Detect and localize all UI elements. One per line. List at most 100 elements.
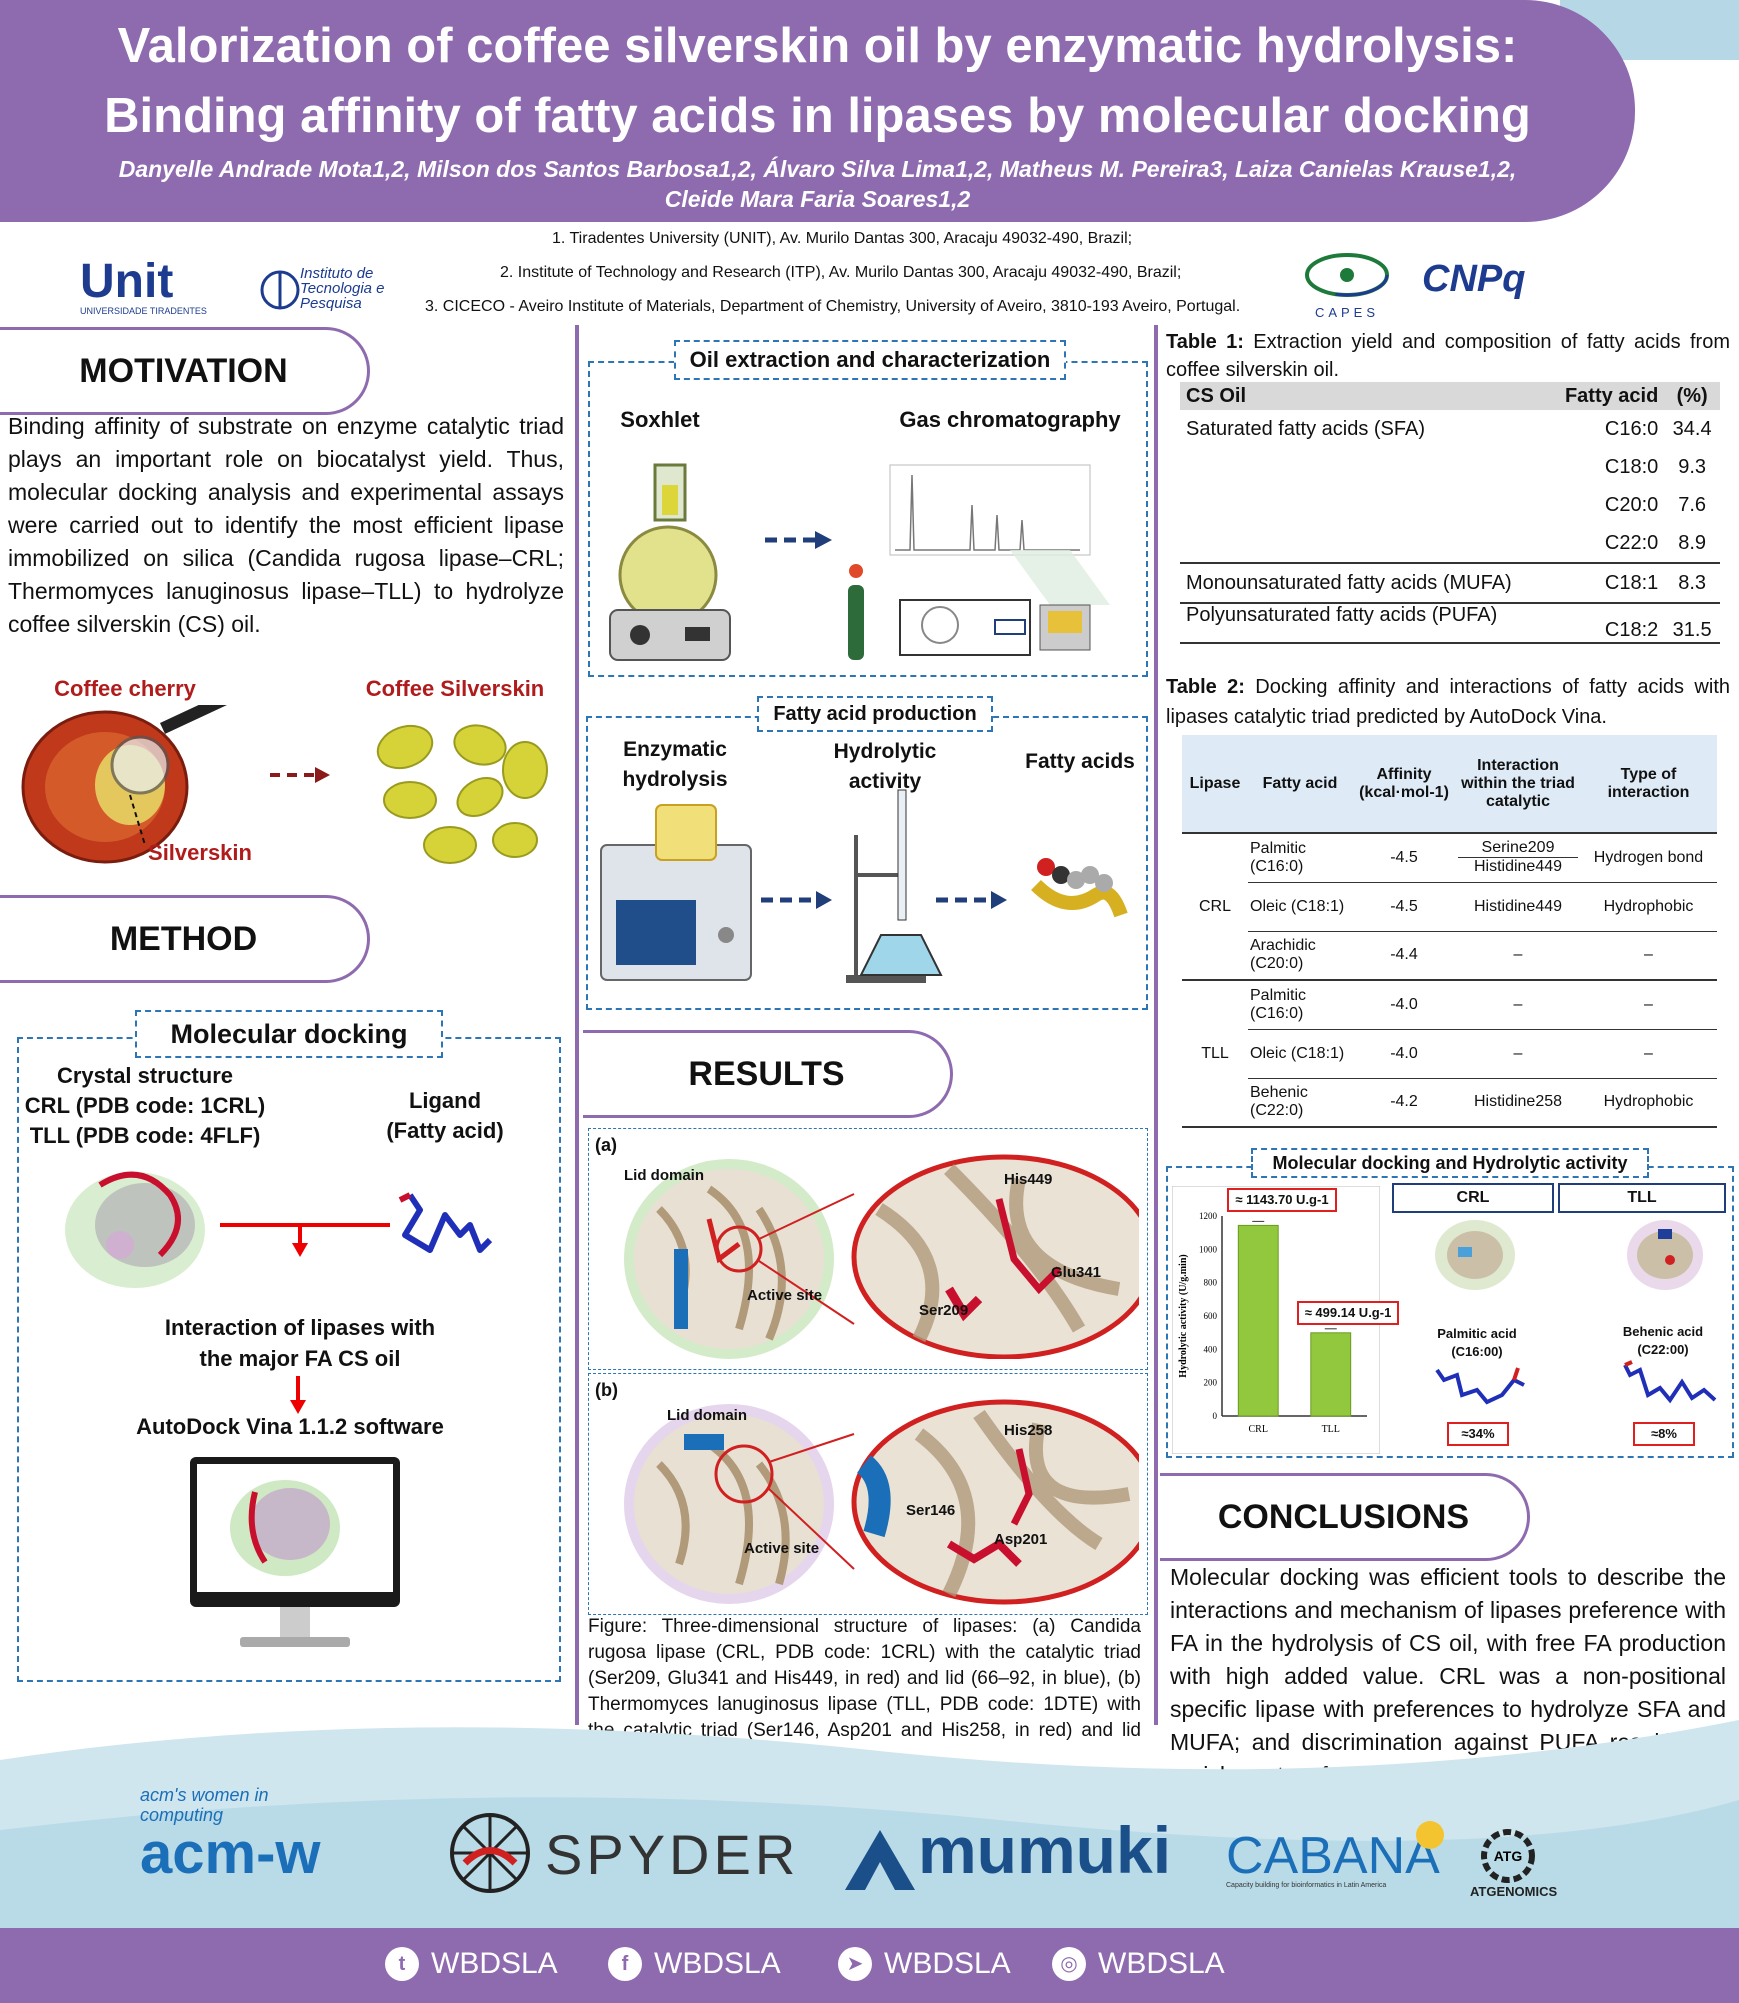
fa-production-diagram bbox=[596, 785, 1141, 995]
table2-row: Behenic (C22:0) -4.2 Histidine258 Hydrophob… bbox=[1182, 1078, 1717, 1127]
y-tick-label: 0 bbox=[1213, 1411, 1218, 1421]
oil-extraction-title: Oil extraction and characterization bbox=[674, 340, 1066, 380]
table1-header-oil: CS Oil bbox=[1180, 382, 1549, 410]
silverskin-label: Silverskin bbox=[130, 840, 270, 866]
glu341-label: Glu341 bbox=[1051, 1264, 1101, 1281]
table2-row: CRL Palmitic (C16:0) -4.5 Serine209 Histi… bbox=[1182, 833, 1717, 882]
motivation-heading: MOTIVATION bbox=[0, 327, 370, 415]
telegram-icon: ➤ bbox=[838, 1947, 872, 1981]
cabana-logo: CABANA Capacity building for bioinformat… bbox=[1226, 1830, 1440, 1889]
ser146-label: Ser146 bbox=[906, 1502, 955, 1519]
affiliation-2: 2. Institute of Technology and Research … bbox=[500, 264, 1181, 282]
table1-header-fa: Fatty acid bbox=[1549, 382, 1664, 410]
coffee-cherry-image bbox=[23, 705, 229, 862]
palmitic-acid-ligand-image bbox=[1432, 1360, 1532, 1410]
gas-chromatography-label: Gas chromatography bbox=[885, 407, 1135, 433]
table1-row: C20:0 7.6 bbox=[1180, 486, 1720, 524]
protein-structure-image bbox=[65, 1172, 205, 1288]
atg-logo-icon: ATG bbox=[1478, 1828, 1538, 1884]
molecular-docking-title: Molecular docking bbox=[135, 1010, 443, 1058]
title-line-1: Valorization of coffee silverskin oil by… bbox=[0, 18, 1635, 74]
affiliation-3: 3. CICECO - Aveiro Institute of Material… bbox=[425, 298, 1240, 316]
table2: Lipase Fatty acid Affinity (kcal·mol-1) … bbox=[1182, 735, 1717, 1128]
palmitic-acid-label: Palmitic acid (C16:00) bbox=[1417, 1325, 1537, 1361]
motivation-text: Binding affinity of substrate on enzyme … bbox=[8, 410, 564, 641]
water-bath-image bbox=[601, 805, 751, 980]
soxhlet-apparatus-image bbox=[610, 465, 730, 660]
panel-a-lid-label: Lid domain bbox=[624, 1167, 704, 1184]
footer-telegram[interactable]: ➤ WBDSLA bbox=[838, 1947, 1011, 1981]
mumuki-logo-text: mumuki bbox=[918, 1812, 1171, 1888]
panel-a-label: (a) bbox=[595, 1135, 617, 1156]
y-tick-label: 400 bbox=[1204, 1344, 1218, 1354]
fatty-acid-production-title: Fatty acid production bbox=[757, 696, 993, 732]
conclusions-heading: CONCLUSIONS bbox=[1160, 1473, 1530, 1561]
dashed-arrow-icon bbox=[765, 531, 832, 549]
table1-row: Monounsaturated fatty acids (MUFA) C18:1 8… bbox=[1180, 563, 1720, 603]
fatty-acid-molecule-image bbox=[1036, 858, 1121, 915]
y-axis-label: Hydrolytic activity (U/g.min) bbox=[1178, 1254, 1189, 1377]
footer-web[interactable]: ◎ WBDSLA bbox=[1052, 1947, 1225, 1981]
down-arrow-icon bbox=[288, 1376, 308, 1416]
affiliation-1: 1. Tiradentes University (UNIT), Av. Mur… bbox=[552, 230, 1132, 248]
crystal-structure-label: Crystal structure CRL (PDB code: 1CRL) TLL… bbox=[20, 1063, 270, 1149]
interaction-label: Interaction of lipases with the major FA … bbox=[130, 1312, 470, 1374]
fatty-acid-ligand-image bbox=[405, 1195, 490, 1250]
his449-label: His449 bbox=[1004, 1171, 1052, 1188]
table2-header-lipase: Lipase bbox=[1182, 735, 1248, 833]
ligand-label: Ligand (Fatty acid) bbox=[370, 1088, 520, 1144]
panel-b: (b) Lid domain Active site His258 Ser146… bbox=[588, 1373, 1148, 1615]
itp-logo-icon bbox=[258, 262, 306, 318]
method-heading: METHOD bbox=[0, 895, 370, 983]
table2-row: TLL Palmitic (C16:0) -4.0– – bbox=[1182, 980, 1717, 1029]
results-heading: RESULTS bbox=[583, 1030, 953, 1118]
mumuki-icon bbox=[845, 1830, 915, 1890]
his258-label: His258 bbox=[1004, 1422, 1052, 1439]
behenic-acid-ligand-image bbox=[1620, 1360, 1720, 1410]
dashed-arrow-icon bbox=[270, 767, 330, 783]
spyder-web-icon bbox=[445, 1808, 535, 1898]
table2-header-affinity: Affinity (kcal·mol-1) bbox=[1352, 735, 1456, 833]
y-tick-label: 800 bbox=[1204, 1278, 1218, 1288]
spyder-logo-text: SPYDER bbox=[545, 1822, 799, 1887]
y-tick-label: 600 bbox=[1204, 1311, 1218, 1321]
down-arrow-icon bbox=[292, 1243, 308, 1257]
y-tick-label: 1200 bbox=[1199, 1211, 1218, 1221]
dashed-arrow-icon bbox=[936, 891, 1007, 909]
chromatogram-image bbox=[890, 465, 1090, 555]
tll-column-header: TLL bbox=[1558, 1183, 1726, 1213]
gas-chromatograph-image bbox=[848, 550, 1110, 660]
dashed-arrow-icon bbox=[761, 891, 832, 909]
y-tick-label: 1000 bbox=[1199, 1244, 1218, 1254]
twitter-icon: t bbox=[385, 1947, 419, 1981]
acm-w-logo: acm's women in computing acm-w bbox=[140, 1785, 390, 1883]
unit-logo: Unit UNIVERSIDADE TIRADENTES bbox=[80, 258, 210, 316]
coffee-illustration bbox=[10, 705, 570, 870]
table1-row: Polyunsaturated fatty acids (PUFA) C18:2 3… bbox=[1180, 603, 1720, 643]
coffee-cherry-label: Coffee cherry bbox=[30, 676, 220, 702]
cabana-star-icon bbox=[1410, 1815, 1450, 1855]
panel-b-lid-label: Lid domain bbox=[667, 1407, 747, 1424]
titration-setup-image bbox=[846, 790, 941, 983]
table2-header-interaction: Interaction within the triad catalytic bbox=[1456, 735, 1580, 833]
fatty-acids-label: Fatty acids bbox=[1020, 750, 1140, 774]
table2-row: Oleic (C18:1) -4.0– – bbox=[1182, 1029, 1717, 1078]
ser209-label: Ser209 bbox=[919, 1302, 968, 1319]
tll-activity-label: ≈ 499.14 U.g-1 bbox=[1297, 1301, 1399, 1325]
atg-logo-text: ATGENOMICS bbox=[1470, 1884, 1557, 1899]
footer-twitter[interactable]: t WBDSLA bbox=[385, 1947, 558, 1981]
table2-header-fa: Fatty acid bbox=[1248, 735, 1352, 833]
table2-row: Oleic (C18:1) -4.5 Histidine449 Hydrophobic bbox=[1182, 882, 1717, 931]
table1-row: C22:0 8.9 bbox=[1180, 524, 1720, 563]
table2-row: Arachidic (C20:0) -4.4– – bbox=[1182, 931, 1717, 980]
title-line-2: Binding affinity of fatty acids in lipas… bbox=[0, 88, 1635, 144]
table1-row: C18:0 9.3 bbox=[1180, 448, 1720, 486]
table1-caption: Table 1: Extraction yield and compositio… bbox=[1166, 328, 1730, 384]
table2-caption: Table 2: Docking affinity and interactio… bbox=[1166, 672, 1730, 732]
computer-monitor-image bbox=[185, 1452, 405, 1657]
behenic-acid-label: Behenic acid (C22:00) bbox=[1603, 1323, 1723, 1359]
panel-b-label: (b) bbox=[595, 1380, 618, 1401]
x-tick-label: TLL bbox=[1322, 1424, 1340, 1435]
table1: CS Oil Fatty acid (%) Saturated fatty ac… bbox=[1180, 382, 1720, 644]
footer-facebook[interactable]: f WBDSLA bbox=[608, 1947, 781, 1981]
